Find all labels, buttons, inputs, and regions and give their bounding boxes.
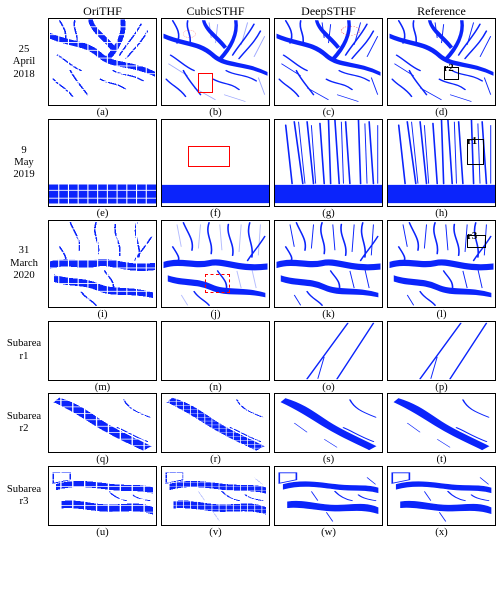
grid-cell: (p) (387, 321, 496, 394)
grid-row: Subarear3 (u) (v) (w) (x) (0, 466, 496, 539)
panel (274, 220, 383, 308)
panel (48, 466, 157, 526)
grid-cell: (x) (387, 466, 496, 539)
grid-cell: (o) (274, 321, 383, 394)
panel (274, 466, 383, 526)
grid-row: 25April2018 (a) (b) (c) r2 (d) (0, 18, 496, 119)
panel (161, 466, 270, 526)
grid-cell: (a) (48, 18, 157, 119)
panel (48, 18, 157, 106)
panel (48, 119, 157, 207)
grid-cell: (s) (274, 393, 383, 466)
annotation-ellipse (183, 30, 196, 38)
grid-cell: (j) (161, 220, 270, 321)
grid-row: 31March2020 (i) (j) (k) r3 (l) (0, 220, 496, 321)
panel (48, 220, 157, 308)
grid-row: 9May2019 (e) (f) (g) r1 (h) (0, 119, 496, 220)
panel (387, 321, 496, 381)
panel: r3 (387, 220, 496, 308)
panel-sublabel: (x) (435, 527, 447, 539)
row-label: Subarear3 (0, 466, 48, 526)
grid-row: Subarear1 (m) (n) (o) (p) (0, 321, 496, 394)
grid-cell: (m) (48, 321, 157, 394)
grid-cell: (r) (161, 393, 270, 466)
panel-sublabel: (j) (210, 309, 220, 321)
annotation-rect (205, 274, 231, 293)
panel-sublabel: (o) (322, 382, 334, 394)
panel-sublabel: (i) (97, 309, 107, 321)
grid-cell: (k) (274, 220, 383, 321)
row-label: 9May2019 (0, 119, 48, 207)
row-label: 31March2020 (0, 220, 48, 308)
panel (48, 321, 157, 381)
column-header: Reference (387, 4, 496, 18)
rows-container: 25April2018 (a) (b) (c) r2 (d) 9May2019 (e) (f) (… (0, 18, 496, 538)
column-header: CubicSTHF (161, 4, 270, 18)
grid-cell: r2 (d) (387, 18, 496, 119)
panel-sublabel: (h) (435, 208, 447, 220)
annotation-rect (188, 146, 231, 167)
panel (387, 466, 496, 526)
grid-cell: (c) (274, 18, 383, 119)
panel-sublabel: (w) (321, 527, 336, 539)
panel-sublabel: (b) (209, 107, 221, 119)
panel: r1 (387, 119, 496, 207)
panel (161, 220, 270, 308)
panel-sublabel: (p) (435, 382, 447, 394)
annotation-label: r3 (467, 231, 477, 242)
row-label: Subarear1 (0, 321, 48, 381)
panel (161, 119, 270, 207)
panel-sublabel: (l) (436, 309, 446, 321)
annotation-label: r2 (444, 63, 454, 74)
grid-cell: (v) (161, 466, 270, 539)
panel (274, 321, 383, 381)
grid-cell: (u) (48, 466, 157, 539)
grid-cell: (i) (48, 220, 157, 321)
annotation-rect (198, 73, 213, 94)
grid-cell: (e) (48, 119, 157, 220)
grid-row: Subarear2 (q) (r) (s) (t) (0, 393, 496, 466)
panel-sublabel: (c) (323, 107, 335, 119)
grid-cell: (t) (387, 393, 496, 466)
panel-sublabel: (d) (435, 107, 447, 119)
panel (48, 393, 157, 453)
column-header: OriTHF (48, 4, 157, 18)
row-label: 25April2018 (0, 18, 48, 106)
panel (274, 393, 383, 453)
panel-sublabel: (e) (97, 208, 109, 220)
panel-sublabel: (v) (209, 527, 221, 539)
panel: r2 (387, 18, 496, 106)
panel (161, 18, 270, 106)
column-header: DeepSTHF (274, 4, 383, 18)
panel-sublabel: (r) (210, 454, 221, 466)
row-label: Subarear2 (0, 393, 48, 453)
panel-sublabel: (k) (322, 309, 334, 321)
panel-sublabel: (a) (97, 107, 109, 119)
panel-sublabel: (m) (95, 382, 110, 394)
grid-cell: r3 (l) (387, 220, 496, 321)
grid-cell: (g) (274, 119, 383, 220)
annotation-label: r1 (467, 136, 477, 147)
panel-sublabel: (s) (323, 454, 334, 466)
grid-cell: (n) (161, 321, 270, 394)
panel-sublabel: (q) (96, 454, 108, 466)
panel (274, 119, 383, 207)
grid-cell: (w) (274, 466, 383, 539)
panel (387, 393, 496, 453)
panel-sublabel: (t) (436, 454, 446, 466)
annotation-ellipse (341, 26, 360, 35)
panel-sublabel: (f) (210, 208, 221, 220)
grid-cell: (b) (161, 18, 270, 119)
panel-sublabel: (g) (322, 208, 334, 220)
grid-cell: (q) (48, 393, 157, 466)
grid-cell: (f) (161, 119, 270, 220)
panel (274, 18, 383, 106)
panel (161, 321, 270, 381)
panel-sublabel: (u) (96, 527, 108, 539)
panel-sublabel: (n) (209, 382, 221, 394)
grid-cell: r1 (h) (387, 119, 496, 220)
panel (161, 393, 270, 453)
column-headers: OriTHF CubicSTHF DeepSTHF Reference (48, 4, 496, 18)
figure-grid: OriTHF CubicSTHF DeepSTHF Reference 25April… (0, 0, 500, 543)
